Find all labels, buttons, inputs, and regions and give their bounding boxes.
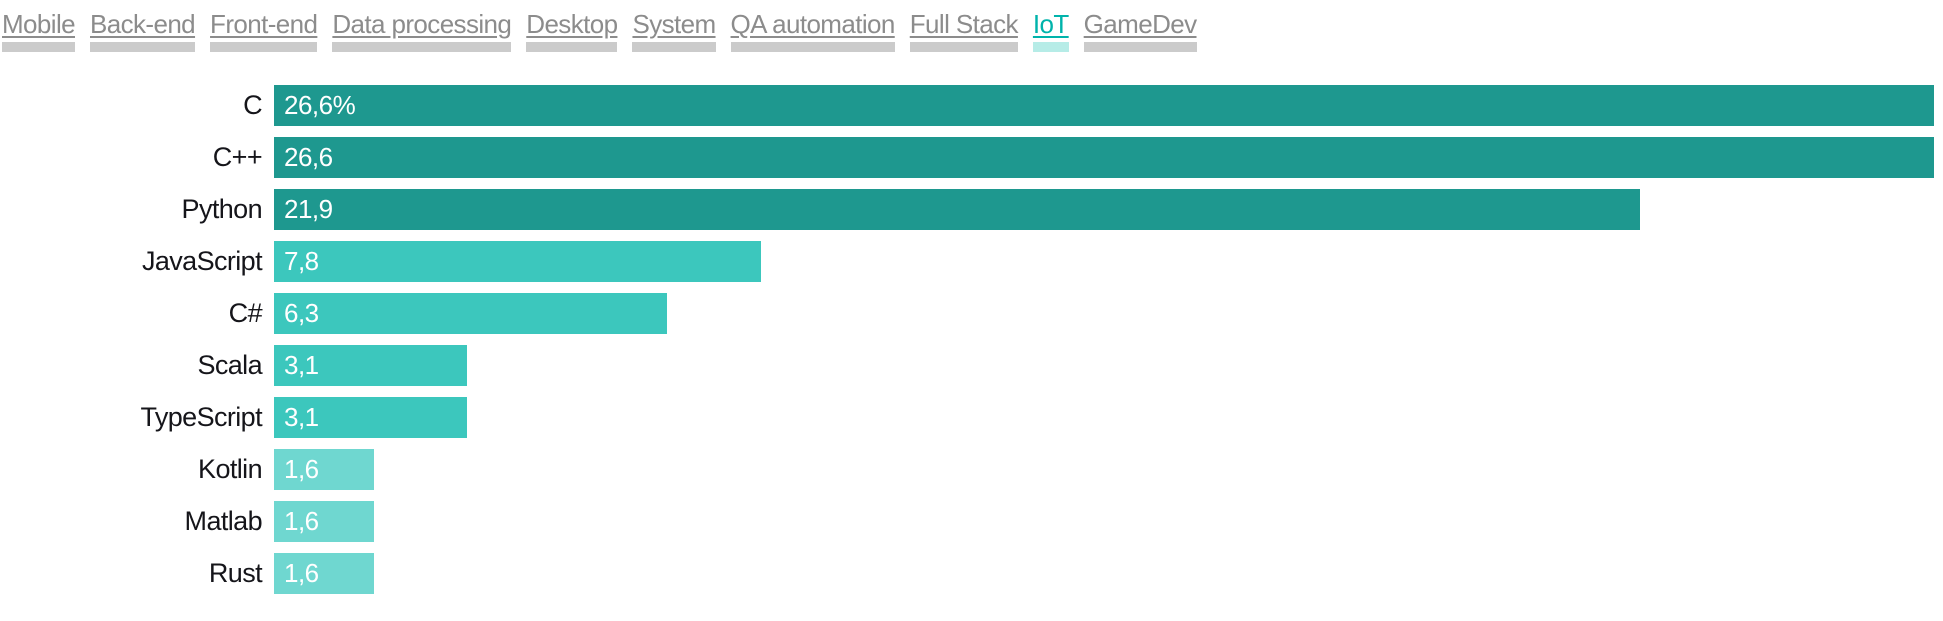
chart-row: C++ 26,6: [0, 137, 1943, 178]
value-label: 26,6: [284, 142, 333, 172]
value-bar: 1,6: [274, 553, 374, 594]
category-tab-label: Desktop: [526, 9, 618, 39]
value-label: 21,9: [284, 194, 333, 224]
category-tab-label: Data processing: [332, 9, 512, 39]
category-tab-underline: [1032, 42, 1069, 52]
category-tab-label: GameDev: [1083, 9, 1197, 39]
language-label: TypeScript: [140, 402, 262, 432]
value-bar: 3,1: [274, 397, 468, 438]
category-tab-underline: [210, 42, 318, 52]
category-tab-label: QA automation: [730, 9, 896, 39]
bar-area: 1,6: [274, 501, 1943, 542]
chart-row: JavaScript 7,8: [0, 241, 1943, 282]
category-tab-label: Full Stack: [909, 9, 1019, 39]
category-tab-label: Back-end: [90, 9, 196, 39]
chart-row: Python 21,9: [0, 189, 1943, 230]
category-tab-underline: [909, 42, 1018, 52]
bar-area: 6,3: [274, 293, 1943, 334]
value-label: 3,1: [284, 402, 319, 432]
tab-gamedev[interactable]: GameDev: [1083, 9, 1197, 52]
value-label: 6,3: [284, 298, 319, 328]
bar-area: 3,1: [274, 345, 1943, 386]
tab-qa-automation[interactable]: QA automation: [730, 9, 896, 52]
language-label: C: [243, 90, 263, 120]
language-label: Matlab: [184, 506, 263, 536]
chart-row: C# 6,3: [0, 293, 1943, 334]
category-tab-underline: [730, 42, 895, 52]
language-label: Python: [181, 194, 263, 224]
category-tab-underline: [526, 42, 618, 52]
chart-row: Matlab 1,6: [0, 501, 1943, 542]
value-bar: 6,3: [274, 293, 668, 334]
value-label: 3,1: [284, 350, 319, 380]
value-label: 1,6: [284, 506, 319, 536]
value-label: 7,8: [284, 246, 319, 276]
language-label: JavaScript: [141, 246, 263, 276]
tab-data-processing[interactable]: Data processing: [332, 9, 512, 52]
bar-area: 26,6: [274, 137, 1943, 178]
bar-area: 1,6: [274, 449, 1943, 490]
bar-area: 26,6%: [274, 85, 1943, 126]
language-label: C#: [228, 298, 263, 328]
category-tab-underline: [2, 42, 75, 52]
value-bar: 26,6%: [274, 85, 1934, 126]
chart-row: Rust 1,6: [0, 553, 1943, 594]
category-tab-label: Front-end: [210, 9, 318, 39]
category-tab-underline: [1083, 42, 1197, 52]
bar-area: 1,6: [274, 553, 1943, 594]
language-bar-chart: C 26,6% C++ 26,6 Python 21,9 JavaScript …: [0, 85, 1943, 594]
tab-front-end[interactable]: Front-end: [210, 9, 318, 52]
tab-system[interactable]: System: [632, 9, 716, 52]
value-bar: 1,6: [274, 501, 374, 542]
category-tabbar: Mobile Back-end Front-end Data processin…: [2, 9, 1943, 52]
chart-row: Kotlin 1,6: [0, 449, 1943, 490]
category-tab-label: System: [632, 9, 716, 39]
category-tab-underline: [632, 42, 716, 52]
category-tab-label: IoT: [1032, 9, 1069, 39]
value-bar: 21,9: [274, 189, 1641, 230]
value-bar: 7,8: [274, 241, 761, 282]
tab-iot[interactable]: IoT: [1032, 9, 1069, 52]
language-label: C++: [212, 142, 263, 172]
bar-area: 7,8: [274, 241, 1943, 282]
value-bar: 3,1: [274, 345, 468, 386]
value-label: 26,6%: [284, 90, 356, 120]
category-tab-underline: [332, 42, 512, 52]
value-label: 1,6: [284, 558, 319, 588]
tab-desktop[interactable]: Desktop: [526, 9, 618, 52]
chart-row: TypeScript 3,1: [0, 397, 1943, 438]
bar-area: 3,1: [274, 397, 1943, 438]
chart-row: Scala 3,1: [0, 345, 1943, 386]
tab-mobile[interactable]: Mobile: [2, 9, 76, 52]
chart-row: C 26,6%: [0, 85, 1943, 126]
tab-full-stack[interactable]: Full Stack: [909, 9, 1019, 52]
category-tab-underline: [90, 42, 196, 52]
language-label: Scala: [197, 350, 262, 380]
language-label: Rust: [208, 558, 263, 588]
category-tab-label: Mobile: [2, 9, 76, 39]
tab-back-end[interactable]: Back-end: [90, 9, 196, 52]
language-label: Kotlin: [198, 454, 263, 484]
value-label: 1,6: [284, 454, 319, 484]
value-bar: 26,6: [274, 137, 1934, 178]
value-bar: 1,6: [274, 449, 374, 490]
bar-area: 21,9: [274, 189, 1943, 230]
